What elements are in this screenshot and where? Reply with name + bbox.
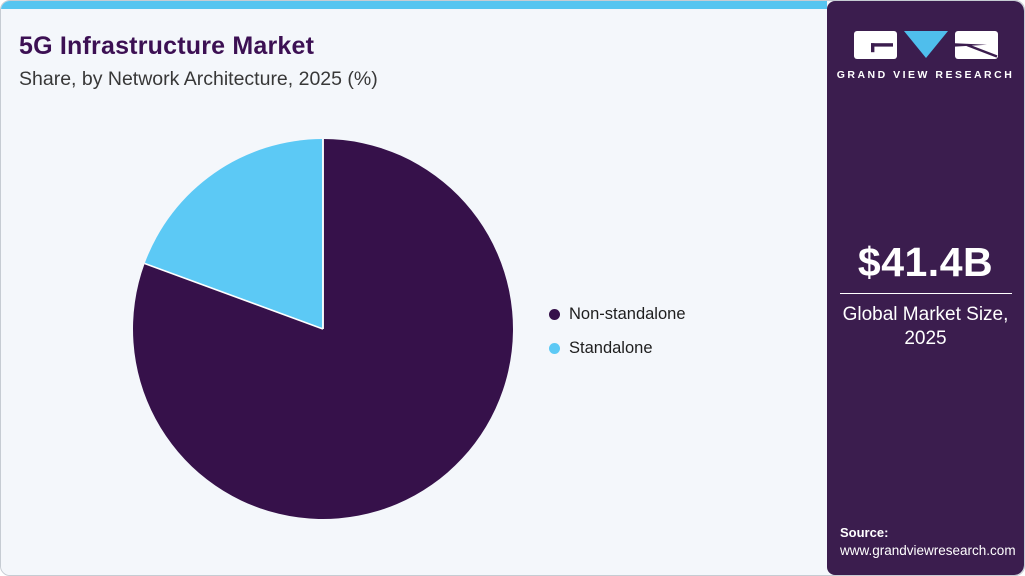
top-accent-bar xyxy=(1,1,827,9)
legend-dot-standalone xyxy=(549,343,560,354)
pie-slice-separator xyxy=(144,262,324,330)
legend-dot-non-standalone xyxy=(549,309,560,320)
chart-subtitle: Share, by Network Architecture, 2025 (%) xyxy=(19,68,378,90)
market-size-block: $41.4B Global Market Size, 2025 xyxy=(827,239,1024,352)
sidebar: GRAND VIEW RESEARCH $41.4B Global Market… xyxy=(827,1,1024,575)
logo-wordmark: GRAND VIEW RESEARCH xyxy=(836,69,1015,81)
market-size-label: Global Market Size, 2025 xyxy=(842,304,1009,350)
legend-item-standalone: Standalone xyxy=(549,339,686,358)
pie-chart-svg xyxy=(133,139,513,519)
source-label: Source: xyxy=(840,525,889,540)
pie-slice-standalone xyxy=(144,139,323,329)
gvr-logo-icon xyxy=(853,31,998,59)
logo-v-triangle xyxy=(903,31,948,58)
gvr-logo: GRAND VIEW RESEARCH xyxy=(827,30,1024,81)
chart-title: 5G Infrastructure Market xyxy=(19,32,315,60)
market-size-divider xyxy=(839,293,1012,294)
legend-label-standalone: Standalone xyxy=(569,339,653,357)
legend-item-non-standalone: Non-standalone xyxy=(549,305,686,324)
legend-label-non-standalone: Non-standalone xyxy=(569,305,686,323)
source-url: www.grandviewresearch.com xyxy=(840,543,1016,558)
market-size-value: $41.4B xyxy=(857,239,994,285)
chart-area: 5G Infrastructure Market Share, by Netwo… xyxy=(1,1,827,575)
pie-chart xyxy=(132,138,514,520)
legend: Non-standalone Standalone xyxy=(549,305,686,358)
source-block: Source: www.grandviewresearch.com xyxy=(840,525,1016,558)
